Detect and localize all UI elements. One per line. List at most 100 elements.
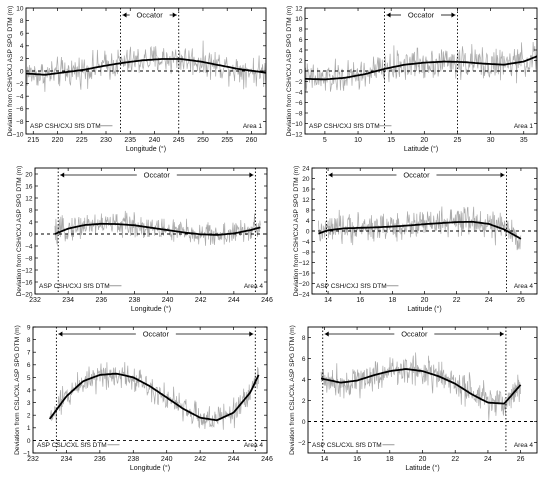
y-tick-label: −2: [295, 79, 303, 86]
plot-area: [35, 210, 267, 246]
legend-label: ASP CSL/CXL SfS DTM: [37, 442, 107, 449]
plot-frame: [307, 326, 538, 454]
plot-area: [33, 362, 267, 441]
y-axis-title: Deviation from CSH/CXJ ASP SPG DTM (m): [293, 166, 300, 297]
y-tick-label: −12: [21, 267, 32, 274]
x-tick-label: 232: [29, 297, 41, 304]
profile-line: [318, 206, 522, 251]
y-axis-title: Deviation from CSH/CXJ ASP SPG DTM (m): [286, 6, 293, 137]
y-tick-label: 0: [299, 68, 303, 75]
y-tick-label: −16: [21, 279, 32, 286]
x-tick-label: 232: [27, 456, 39, 463]
y-tick-label: −8: [16, 119, 24, 126]
y-tick-label: 2: [27, 413, 31, 420]
legend-label: ASP CSL/CXL SfS DTM: [312, 442, 382, 449]
y-tick-label: 8: [302, 335, 306, 342]
area-label: Area 4: [244, 442, 264, 449]
y-axis-title: Deviation from CSH/CXJ ASP SPG DTM (m): [7, 6, 14, 137]
occator-arrowhead-left: [386, 12, 391, 18]
plot-area: [26, 40, 266, 92]
occator-arrowhead-right: [499, 331, 504, 337]
y-tick-label: 6: [27, 362, 31, 369]
chart-panel-middle-right: Occator ASP CSH/CXJ SfS DTM Area 4 14 16 18 20…: [293, 165, 538, 313]
y-tick-label: −12: [291, 131, 302, 138]
y-tick-label: 4: [27, 387, 31, 394]
y-axis-title: Deviation from CSL/CXL ASP SPG DTM (m): [289, 325, 296, 455]
area-label: Area 4: [514, 442, 534, 449]
y-tick-label: −4: [302, 239, 310, 246]
x-tick-label: 20: [419, 456, 427, 463]
x-tick-label: 25: [454, 137, 462, 144]
y-axis-title: Deviation from CSH/CXJ ASP SPG DTM (m): [16, 166, 23, 297]
y-tick-label: 2: [302, 398, 306, 405]
plot-area: [308, 352, 537, 422]
x-tick-label: 26: [517, 297, 525, 304]
occator-arrowhead-left: [122, 12, 127, 18]
y-tick-label: 8: [20, 18, 24, 25]
y-tick-label: −10: [291, 121, 302, 128]
area-label: Area 1: [243, 123, 263, 130]
fit-curve: [26, 58, 266, 76]
x-tick-label: 35: [520, 137, 528, 144]
y-tick-label: 8: [299, 26, 303, 33]
plot-area: [312, 206, 537, 251]
occator-arrowhead-right: [249, 331, 254, 337]
x-tick-label: 240: [161, 456, 173, 463]
y-tick-label: 0: [302, 419, 306, 426]
y-tick-label: 16: [302, 186, 310, 193]
y-tick-label: 12: [295, 5, 303, 12]
y-tick-label: 4: [299, 47, 303, 54]
y-tick-label: 6: [302, 356, 306, 363]
x-tick-label: 242: [195, 297, 207, 304]
y-tick-label: −6: [295, 100, 303, 107]
y-tick-label: −2: [16, 81, 24, 88]
y-tick-label: −4: [16, 94, 24, 101]
y-tick-label: −16: [298, 270, 309, 277]
x-axis-title: Longitude (°): [131, 305, 171, 313]
y-tick-label: 3: [27, 400, 31, 407]
x-tick-label: 10: [354, 137, 362, 144]
legend-label: ASP CSH/CXJ SfS DTM: [30, 123, 101, 130]
x-tick-label: 24: [484, 456, 492, 463]
x-tick-label: 242: [194, 456, 206, 463]
occator-label: Occator: [137, 11, 164, 20]
y-tick-label: 4: [29, 219, 33, 226]
area-label: Area 4: [244, 283, 264, 290]
y-tick-label: −12: [298, 260, 309, 267]
x-tick-label: 230: [100, 137, 112, 144]
y-tick-label: 0: [306, 228, 310, 235]
y-tick-label: 24: [302, 165, 310, 172]
occator-label: Occator: [401, 330, 428, 339]
x-tick-label: 24: [485, 297, 493, 304]
y-tick-label: 2: [299, 58, 303, 65]
y-tick-label: 4: [20, 43, 24, 50]
area-label: Area 1: [514, 123, 534, 130]
y-tick-label: −1: [23, 450, 31, 457]
y-tick-label: 0: [20, 68, 24, 75]
y-tick-label: 4: [302, 377, 306, 384]
y-tick-label: 12: [302, 197, 310, 204]
x-axis-title: Latitude (°): [404, 145, 438, 153]
x-tick-label: 215: [27, 137, 39, 144]
legend-label: ASP CSH/CXJ SfS DTM: [309, 123, 380, 130]
y-tick-label: 0: [29, 231, 33, 238]
y-tick-label: 8: [27, 337, 31, 344]
y-tick-label: 5: [27, 375, 31, 382]
x-tick-label: 18: [388, 297, 396, 304]
profile-line: [49, 362, 259, 430]
plot-frame: [34, 167, 268, 295]
x-tick-label: 235: [124, 137, 136, 144]
x-tick-label: 250: [197, 137, 209, 144]
occator-label: Occator: [408, 11, 435, 20]
y-tick-label: −20: [21, 291, 32, 298]
y-tick-label: −4: [25, 243, 33, 250]
x-tick-label: 20: [420, 137, 428, 144]
y-tick-label: −8: [302, 249, 310, 256]
x-tick-label: 30: [487, 137, 495, 144]
occator-arrowhead-left: [328, 172, 333, 178]
legend-label: ASP CSH/CXJ SfS DTM: [316, 283, 387, 290]
